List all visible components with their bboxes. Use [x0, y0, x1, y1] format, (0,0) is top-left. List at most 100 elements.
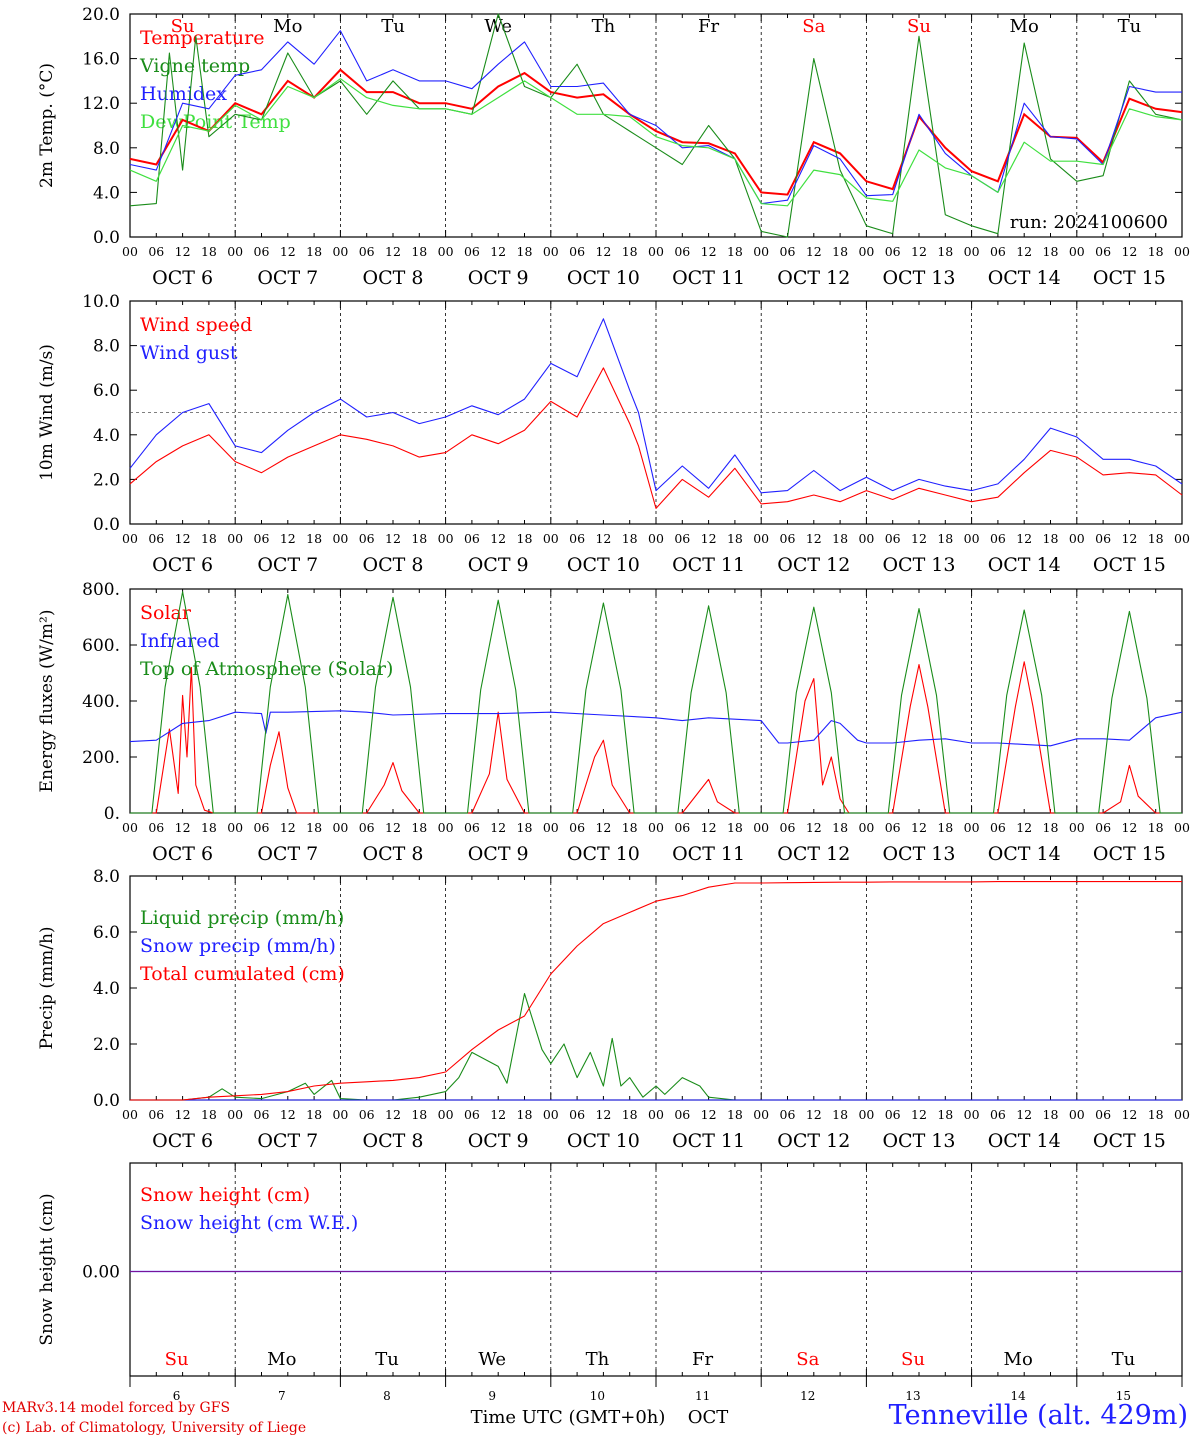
y-tick-label: 12.0	[82, 94, 120, 114]
weekday-label: Sa	[802, 16, 825, 37]
y-tick-label: 10.0	[82, 292, 120, 312]
date-label: OCT 6	[152, 1130, 213, 1152]
legend-entry: Vigne temp	[139, 55, 250, 77]
weekday-label: Su	[901, 1349, 925, 1370]
day-number: 7	[278, 1389, 286, 1403]
y-tick-label: 400.	[82, 692, 120, 712]
hour-label: 12	[1121, 1107, 1137, 1122]
hour-label: 18	[727, 531, 743, 546]
hour-label: 12	[911, 531, 927, 546]
legend-entry: Humidex	[140, 83, 227, 105]
hour-label: 06	[254, 244, 270, 259]
hour-label: 12	[1016, 820, 1032, 835]
hour-label: 18	[1043, 1107, 1059, 1122]
hour-label: 06	[148, 820, 164, 835]
hour-label: 06	[990, 1107, 1006, 1122]
y-tick-label: 0.0	[93, 515, 120, 535]
hour-label: 00	[753, 531, 769, 546]
date-label: OCT 10	[567, 554, 640, 576]
hour-label: 00	[438, 820, 454, 835]
hour-label: 12	[595, 820, 611, 835]
hour-label: 06	[254, 820, 270, 835]
weekday-label: We	[478, 1349, 506, 1370]
date-label: OCT 13	[882, 554, 955, 576]
date-label: OCT 10	[567, 843, 640, 865]
hour-label: 06	[569, 820, 585, 835]
day-number: 13	[905, 1389, 920, 1403]
hour-label: 06	[359, 1107, 375, 1122]
hour-label: 18	[306, 244, 322, 259]
date-label: OCT 13	[882, 843, 955, 865]
panel-frame	[129, 588, 1183, 814]
hour-label: 00	[753, 244, 769, 259]
series-infrared	[129, 710, 1183, 747]
hour-label: 00	[1069, 1107, 1085, 1122]
hour-label: 12	[280, 820, 296, 835]
hour-label: 18	[937, 820, 953, 835]
date-label: OCT 9	[468, 554, 529, 576]
panel-3	[129, 588, 1183, 814]
weekday-label: Tu	[1118, 16, 1142, 37]
hour-label: 00	[858, 820, 874, 835]
hour-label: 12	[911, 1107, 927, 1122]
hour-label: 18	[201, 1107, 217, 1122]
date-label: OCT 11	[672, 554, 745, 576]
series-top-of-atmosphere-solar	[130, 591, 1182, 814]
hour-label: 06	[254, 531, 270, 546]
legend-entry: Total cumulated (cm)	[140, 963, 345, 985]
weekday-label: Mo	[1004, 1349, 1033, 1370]
panel-2	[129, 300, 1183, 525]
hour-label: 06	[569, 244, 585, 259]
weekday-label: Su	[907, 16, 931, 37]
legend-entry: Wind gust	[140, 342, 238, 364]
date-label: OCT 8	[363, 843, 424, 865]
hour-label: 00	[648, 1107, 664, 1122]
hour-label: 06	[780, 244, 796, 259]
hour-label: 06	[990, 244, 1006, 259]
series-wind-speed	[129, 367, 1183, 509]
y-tick-label: 6.0	[93, 923, 120, 943]
date-label: OCT 13	[882, 1130, 955, 1152]
hour-label: 18	[306, 820, 322, 835]
hour-label: 18	[411, 531, 427, 546]
hour-label: 00	[438, 1107, 454, 1122]
hour-label: 12	[701, 820, 717, 835]
legend-entry: Temperature	[140, 27, 264, 49]
date-label: OCT 14	[988, 843, 1061, 865]
hour-label: 06	[569, 531, 585, 546]
y-axis-label: 10m Wind (m/s)	[37, 344, 57, 481]
day-number: 6	[173, 1389, 181, 1403]
hour-label: 06	[359, 244, 375, 259]
hour-label: 12	[806, 244, 822, 259]
hour-label: 00	[964, 531, 980, 546]
y-tick-label: 4.0	[93, 426, 120, 446]
run-label: run: 2024100600	[1010, 212, 1168, 233]
hour-label: 12	[385, 820, 401, 835]
hour-label: 12	[490, 1107, 506, 1122]
legend-entry: Liquid precip (mm/h)	[140, 907, 344, 929]
weekday-label: Tu	[381, 16, 405, 37]
day-number: 11	[695, 1389, 710, 1403]
y-tick-label: 8.0	[93, 337, 120, 357]
weekday-label: Fr	[692, 1349, 713, 1370]
date-label: OCT 11	[672, 267, 745, 289]
hour-label: 06	[1095, 531, 1111, 546]
hour-label: 12	[280, 1107, 296, 1122]
hour-label: 06	[885, 1107, 901, 1122]
date-label: OCT 12	[777, 554, 850, 576]
date-label: OCT 7	[257, 267, 318, 289]
y-tick-label: 16.0	[82, 50, 120, 70]
y-tick-label: 600.	[82, 636, 120, 656]
y-tick-label: 6.0	[93, 381, 120, 401]
hour-label: 12	[595, 531, 611, 546]
hour-label: 18	[517, 531, 533, 546]
hour-label: 00	[1174, 820, 1190, 835]
hour-label: 00	[1174, 1107, 1190, 1122]
hour-label: 12	[701, 531, 717, 546]
hour-label: 18	[832, 531, 848, 546]
date-label: OCT 11	[672, 843, 745, 865]
hour-label: 00	[964, 1107, 980, 1122]
date-label: OCT 12	[777, 1130, 850, 1152]
hour-label: 00	[858, 244, 874, 259]
hour-label: 12	[175, 820, 191, 835]
